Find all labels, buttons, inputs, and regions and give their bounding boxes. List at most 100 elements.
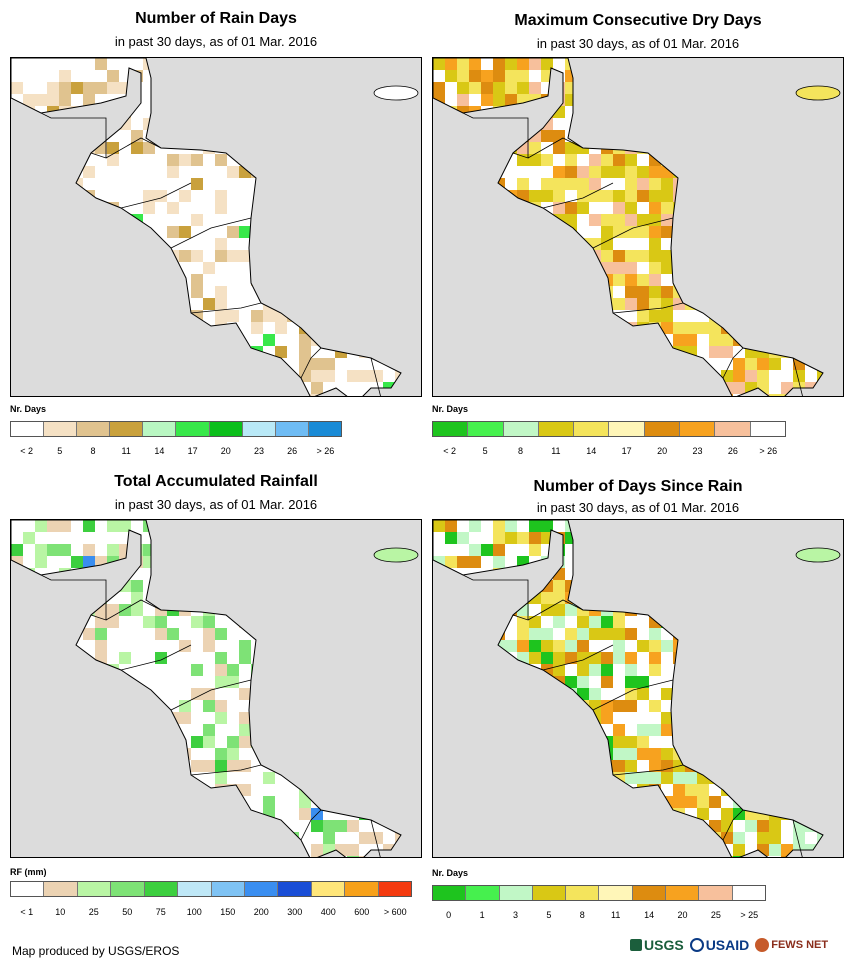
data-cell xyxy=(433,568,445,580)
data-cell xyxy=(745,82,757,94)
data-cell xyxy=(841,322,844,334)
data-cell xyxy=(577,82,589,94)
data-cell xyxy=(721,238,733,250)
data-cell xyxy=(721,760,733,772)
data-cell xyxy=(817,760,823,772)
data-cell xyxy=(23,616,35,628)
data-cell xyxy=(769,178,781,190)
data-cell xyxy=(697,142,709,154)
data-cell xyxy=(505,58,517,70)
data-cell xyxy=(11,784,23,796)
data-cell xyxy=(445,796,457,808)
data-cell xyxy=(347,250,359,262)
data-cell xyxy=(745,394,757,396)
data-cell xyxy=(167,202,179,214)
legend-swatch xyxy=(143,422,177,436)
data-cell xyxy=(407,700,419,712)
data-cell xyxy=(481,676,493,688)
data-cell xyxy=(505,772,517,784)
data-cell xyxy=(11,544,23,556)
data-cell xyxy=(769,784,781,796)
data-cell xyxy=(433,190,445,202)
data-cell xyxy=(781,784,793,796)
data-cell xyxy=(445,700,457,712)
data-cell xyxy=(493,796,505,808)
data-cell xyxy=(757,724,769,736)
data-cell xyxy=(769,832,781,844)
data-cell xyxy=(83,568,95,580)
data-cell xyxy=(721,310,733,322)
data-cell xyxy=(781,202,793,214)
data-cell xyxy=(215,358,227,370)
data-cell xyxy=(637,808,649,820)
data-cell xyxy=(817,394,823,396)
data-cell xyxy=(481,190,493,202)
data-cell xyxy=(407,274,419,286)
data-cell xyxy=(529,298,541,310)
panel-1-legend-labels: < 2 5 8 11 14 17 20 23 26 > 26 xyxy=(10,446,342,458)
data-cell xyxy=(407,688,419,700)
data-cell xyxy=(59,334,71,346)
data-cell xyxy=(733,688,745,700)
data-cell xyxy=(781,712,793,724)
country-border xyxy=(40,574,107,621)
data-cell xyxy=(433,166,445,178)
data-cell xyxy=(589,214,601,226)
data-cell xyxy=(625,142,637,154)
data-cell xyxy=(469,238,481,250)
data-cell xyxy=(817,724,823,736)
data-cell xyxy=(83,748,95,760)
data-cell xyxy=(203,262,215,274)
data-cell xyxy=(263,748,275,760)
data-cell xyxy=(419,592,422,604)
data-cell xyxy=(565,358,577,370)
data-cell xyxy=(457,604,469,616)
data-cell xyxy=(433,178,445,190)
data-cell xyxy=(733,844,745,856)
data-cell xyxy=(613,652,625,664)
data-cell xyxy=(697,856,709,857)
data-cell xyxy=(721,346,733,358)
data-cell xyxy=(757,238,769,250)
data-cell xyxy=(433,592,445,604)
data-cell xyxy=(757,748,769,760)
data-cell xyxy=(745,520,757,532)
fews-net-emblem-icon xyxy=(755,938,770,952)
data-cell xyxy=(793,70,805,82)
data-cell xyxy=(601,532,613,544)
data-cell xyxy=(697,640,709,652)
data-cell xyxy=(191,286,203,298)
data-cell xyxy=(493,592,505,604)
data-cell xyxy=(565,274,577,286)
data-cell xyxy=(637,250,649,262)
data-cell xyxy=(469,616,481,628)
legend-swatch xyxy=(11,882,45,896)
data-cell xyxy=(685,520,697,532)
data-cell xyxy=(709,274,721,286)
data-cell xyxy=(733,118,745,130)
data-cell xyxy=(529,724,541,736)
data-cell xyxy=(529,568,541,580)
legend-label: 23 xyxy=(692,446,703,456)
data-cell xyxy=(565,820,577,832)
data-cell xyxy=(323,286,335,298)
data-cell xyxy=(11,568,23,580)
data-cell xyxy=(565,808,577,820)
data-cell xyxy=(613,394,625,396)
data-cell xyxy=(637,676,649,688)
data-cell xyxy=(517,202,529,214)
data-cell xyxy=(577,58,589,70)
data-cell xyxy=(505,226,517,238)
data-cell xyxy=(35,226,47,238)
data-cell xyxy=(311,604,323,616)
data-cell xyxy=(47,760,59,772)
data-cell xyxy=(481,652,493,664)
data-cell xyxy=(829,142,841,154)
data-cell xyxy=(191,520,203,532)
data-cell xyxy=(637,832,649,844)
data-cell xyxy=(577,772,589,784)
data-cell xyxy=(457,118,469,130)
data-cell xyxy=(661,214,673,226)
data-cell xyxy=(829,286,841,298)
data-cell xyxy=(817,616,823,628)
